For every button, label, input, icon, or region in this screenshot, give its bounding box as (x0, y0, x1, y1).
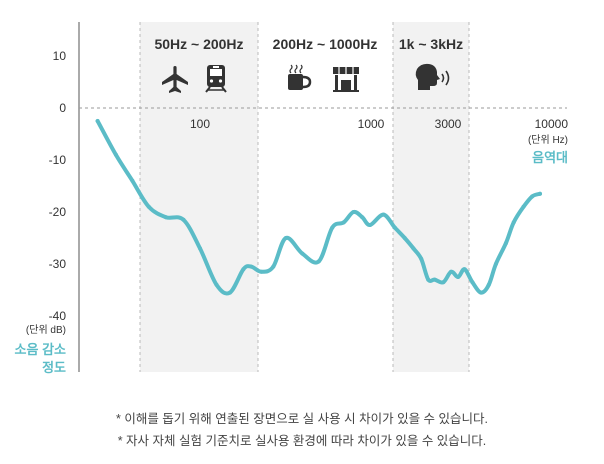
speaking-person-icon (415, 63, 450, 90)
y-tick-label: -20 (49, 205, 67, 219)
x-tick-label: 3000 (435, 117, 462, 131)
footnotes: * 이해를 돕기 위해 연출된 장면으로 실 사용 시 차이가 있을 수 있습니… (0, 408, 604, 452)
curve-point (402, 236, 407, 240)
curve-point (330, 225, 335, 230)
curve-point (249, 264, 254, 269)
y-tick-label: -10 (49, 153, 67, 167)
band-mid (258, 22, 393, 372)
curve-point (511, 220, 516, 225)
curve-point (426, 277, 431, 282)
y-tick-label: -30 (49, 257, 67, 271)
y-title-line1: 소음 감소 (15, 342, 66, 357)
band-low (140, 22, 258, 372)
footnote-1: * 이해를 돕기 위해 연출된 장면으로 실 사용 시 차이가 있을 수 있습니… (115, 412, 488, 426)
coffee-cup-icon (288, 64, 312, 90)
noise-reduction-chart: 50Hz ~ 200Hz 200Hz ~ 1000Hz 1k ~ 3kHz (15, 22, 568, 375)
curve-point (441, 280, 446, 285)
curve-point (503, 241, 508, 246)
y-tick-label: 10 (53, 49, 67, 63)
curve-point (341, 220, 346, 225)
footnote-2: * 자사 자체 실험 기준치로 실사용 환경에 따라 차이가 있을 수 있습니다… (117, 434, 487, 448)
x-tick-label: 100 (190, 117, 210, 131)
curve-point (538, 191, 542, 196)
curve-point (113, 152, 118, 157)
curve-point (411, 246, 416, 251)
storefront-icon (333, 67, 359, 92)
curve-point (95, 119, 100, 123)
curve-point (351, 210, 356, 214)
y-title-line2: 정도 (42, 360, 66, 375)
curve-point (419, 256, 424, 261)
y-tick-label: -40 (49, 309, 67, 323)
curve-point (479, 290, 483, 295)
curve-point (521, 204, 526, 209)
x-title: 음역대 (532, 150, 568, 165)
curve-point (493, 262, 498, 266)
curve-point (146, 204, 151, 209)
curve-points (95, 119, 542, 295)
x-unit-label: (단위 Hz) (528, 133, 568, 146)
curve-point (368, 223, 372, 227)
curve-point (456, 275, 461, 279)
curve-point (486, 282, 491, 287)
y-tick-labels: 10 0 -10 -20 -30 -40 (49, 49, 67, 323)
curve-point (432, 277, 437, 282)
curve-point (300, 251, 305, 256)
curve-point (259, 269, 264, 274)
curve-point (241, 267, 246, 272)
curve-point (181, 217, 186, 222)
x-tick-labels: 100 1000 3000 10000 (190, 117, 568, 131)
y-tick-label: 0 (59, 101, 66, 115)
curve-point (316, 259, 321, 264)
y-unit-label: (단위 dB) (26, 323, 66, 336)
x-tick-label: 10000 (535, 117, 569, 131)
curve-point (449, 269, 454, 274)
curve-point (271, 264, 276, 269)
curve-point (462, 267, 467, 272)
curve-point (214, 282, 219, 287)
train-icon (205, 65, 227, 93)
curve-point (130, 178, 135, 183)
curve-point (198, 246, 202, 251)
band-label-voice: 1k ~ 3kHz (399, 36, 463, 52)
curve-point (360, 215, 365, 220)
curve-point (470, 280, 475, 285)
curve-point (283, 236, 288, 240)
curve-point (227, 290, 232, 295)
curve-point (530, 194, 535, 199)
curve-point (381, 212, 386, 217)
band-label-low: 50Hz ~ 200Hz (154, 36, 243, 52)
airplane-icon (162, 66, 188, 93)
x-tick-label: 1000 (358, 117, 385, 131)
band-label-mid: 200Hz ~ 1000Hz (273, 36, 378, 52)
curve-point (163, 215, 168, 220)
curve-point (392, 225, 397, 230)
